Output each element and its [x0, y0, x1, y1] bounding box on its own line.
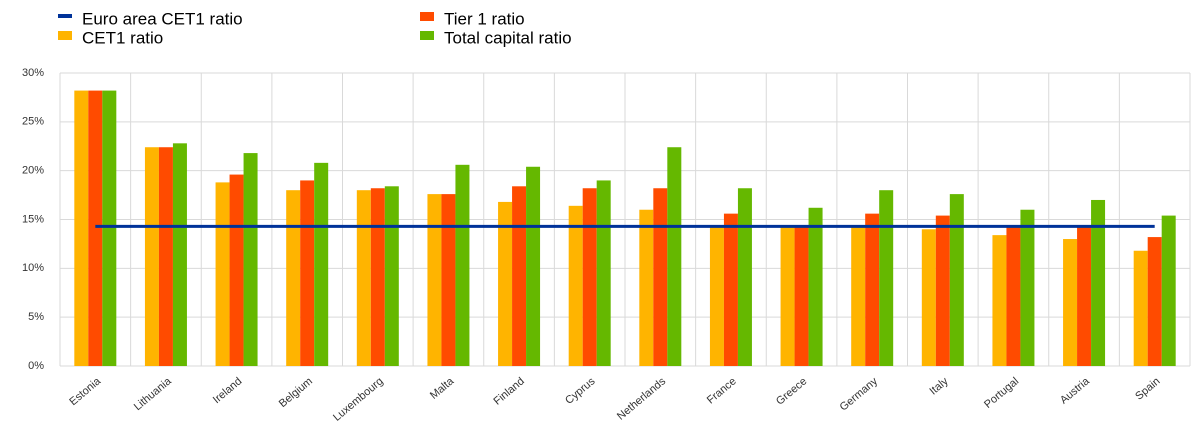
bar — [512, 186, 527, 366]
bar — [709, 225, 724, 366]
bar — [144, 147, 159, 366]
x-tick-label: Lithuania — [132, 375, 175, 413]
bar — [667, 147, 682, 366]
y-tick-label: 0% — [28, 360, 44, 372]
bar — [158, 147, 173, 366]
bar — [865, 213, 880, 366]
bar — [172, 143, 187, 366]
bar — [1063, 239, 1078, 366]
y-tick-label: 30% — [22, 67, 44, 79]
bar — [1147, 237, 1162, 366]
bar — [808, 207, 823, 366]
bar — [1091, 199, 1106, 366]
bar — [582, 188, 597, 366]
legend-label: CET1 ratio — [82, 28, 163, 47]
legend-swatch — [420, 12, 434, 21]
bar — [229, 174, 244, 366]
bar — [780, 225, 795, 366]
x-tick-label: Greece — [774, 375, 809, 407]
x-tick-label: Germany — [838, 375, 881, 414]
bar — [723, 213, 738, 366]
bar — [243, 153, 258, 366]
y-tick-label: 5% — [28, 311, 44, 323]
bar — [639, 209, 654, 366]
bar — [737, 188, 752, 366]
bar — [314, 162, 329, 366]
legend-label: Tier 1 ratio — [444, 9, 525, 28]
x-tick-label: Belgium — [277, 375, 315, 410]
bar — [498, 201, 513, 366]
bar — [949, 194, 964, 366]
x-tick-label: Luxembourg — [331, 375, 386, 424]
bar — [384, 186, 399, 366]
bar — [286, 190, 301, 366]
bar — [1006, 225, 1021, 366]
bar — [653, 188, 668, 366]
x-tick-label: Portugal — [982, 375, 1021, 411]
bar — [356, 190, 371, 366]
legend-label: Total capital ratio — [444, 28, 572, 47]
bar — [526, 166, 541, 366]
x-tick-label: Cyprus — [563, 375, 598, 407]
bar — [1020, 209, 1035, 366]
bar — [596, 180, 611, 366]
x-tick-label: Finland — [492, 375, 527, 407]
legend-swatch — [420, 31, 434, 40]
bar — [74, 90, 89, 366]
x-tick-label: Italy — [927, 375, 951, 397]
x-tick-label: France — [705, 375, 739, 406]
bar — [1161, 215, 1176, 366]
x-tick-label: Malta — [428, 375, 457, 402]
bar — [455, 164, 470, 366]
x-tick-label: Netherlands — [615, 375, 669, 423]
legend-label: Euro area CET1 ratio — [82, 9, 243, 28]
x-tick-label: Spain — [1133, 375, 1162, 402]
bar — [1133, 250, 1148, 366]
bar — [300, 180, 315, 366]
bar — [441, 194, 456, 366]
bar — [921, 229, 936, 366]
bar — [851, 225, 866, 366]
bar — [1077, 225, 1092, 366]
bar — [794, 225, 809, 366]
bar — [88, 90, 103, 366]
y-tick-label: 10% — [22, 262, 44, 274]
bar — [935, 215, 950, 366]
bar — [102, 90, 117, 366]
bar — [568, 205, 583, 366]
bar — [992, 235, 1007, 366]
x-tick-label: Estonia — [67, 375, 103, 408]
legend-swatch — [58, 31, 72, 40]
y-tick-label: 15% — [22, 213, 44, 225]
legend-swatch — [58, 14, 72, 18]
y-tick-label: 25% — [22, 116, 44, 128]
x-tick-label: Austria — [1058, 375, 1093, 407]
bar — [370, 188, 385, 366]
x-tick-label: Ireland — [211, 375, 244, 406]
bar — [427, 194, 442, 366]
bar — [879, 190, 894, 366]
bar — [215, 182, 230, 366]
y-tick-label: 20% — [22, 165, 44, 177]
